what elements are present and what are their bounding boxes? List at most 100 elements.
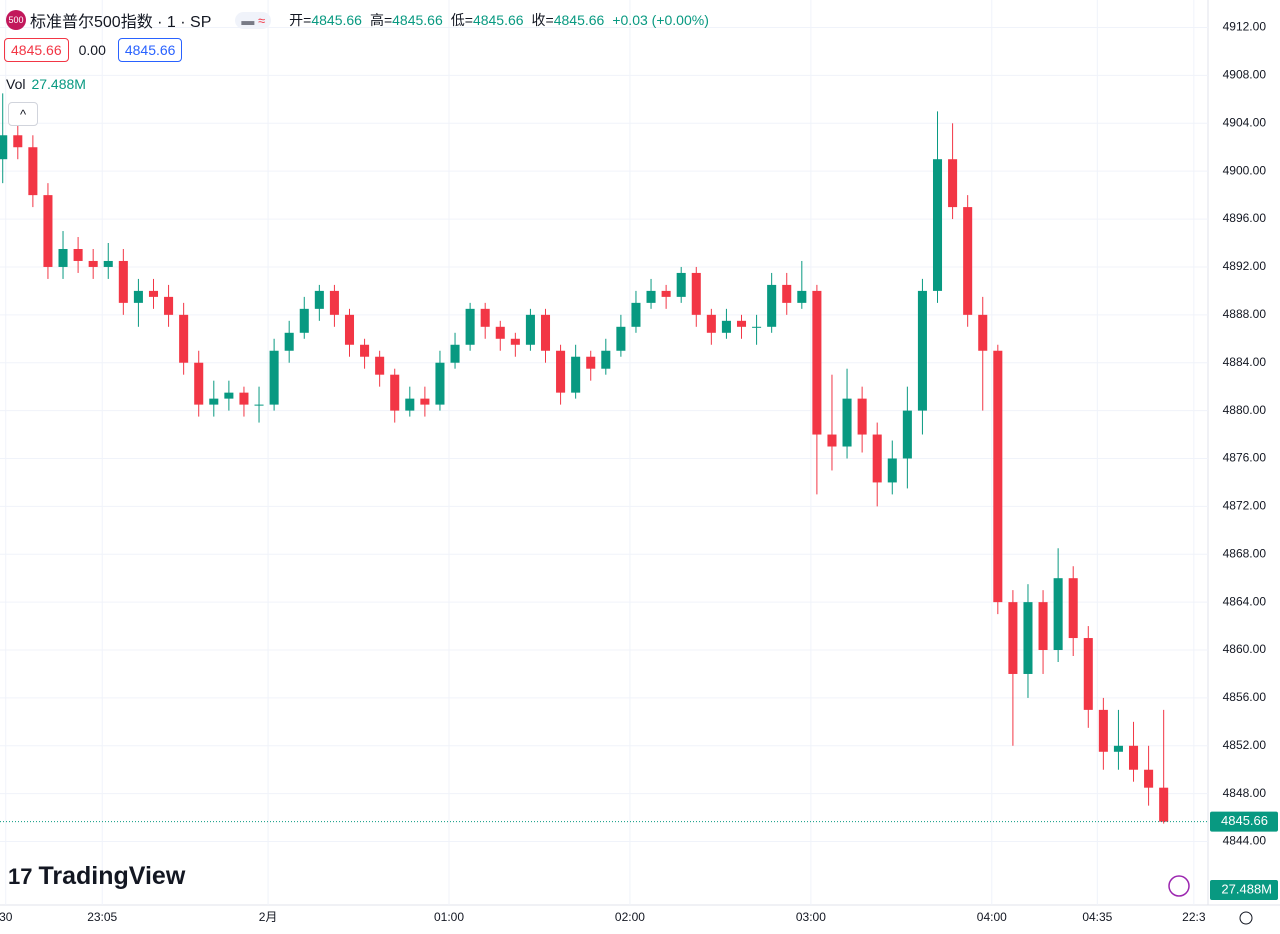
y-tick-label: 4908.00 <box>1223 68 1267 82</box>
x-tick-label: 04:35 <box>1082 910 1112 924</box>
high-label: 高= <box>369 12 393 28</box>
candle-body <box>1068 578 1078 639</box>
high-value: 4845.66 <box>392 12 443 28</box>
candle-body <box>1008 602 1018 674</box>
y-tick-label: 4872.00 <box>1223 499 1267 513</box>
candle-body <box>420 398 430 405</box>
candle-body <box>540 314 551 351</box>
volume-label: Vol <box>6 76 26 92</box>
candle-body <box>360 344 370 357</box>
candle-body <box>224 392 234 399</box>
candle-body <box>827 434 837 447</box>
candle-body <box>782 284 792 303</box>
candle-body <box>676 272 686 297</box>
collapse-button[interactable]: ^ <box>8 102 38 126</box>
y-tick-label: 4860.00 <box>1223 642 1267 656</box>
candle-body <box>480 308 490 327</box>
candle-body <box>435 362 445 405</box>
candle-body <box>43 195 53 267</box>
candle-body <box>767 284 777 327</box>
candle-body <box>314 290 324 309</box>
candle-body <box>978 314 988 351</box>
candle-body <box>465 308 475 345</box>
candle-body <box>616 326 626 351</box>
x-tick-label: 03:00 <box>796 910 826 924</box>
candle-body <box>1038 602 1048 651</box>
open-label: 开= <box>289 12 312 28</box>
x-tick-label: 01:00 <box>434 910 464 924</box>
volume-legend: Vol 27.488M <box>6 76 86 92</box>
candle-body <box>269 350 279 405</box>
candle-body <box>495 326 505 339</box>
candle-body <box>902 410 912 459</box>
close-value: 4845.66 <box>553 12 605 28</box>
candle-body <box>254 404 264 406</box>
candle-body <box>1144 769 1154 788</box>
candle-body <box>932 159 943 291</box>
candle-body <box>1023 602 1033 674</box>
candle-body <box>13 135 23 148</box>
candle-body <box>842 398 852 447</box>
symbol-icon: 500 <box>6 10 26 30</box>
candle-body <box>797 290 807 303</box>
x-tick-label: 04:00 <box>977 910 1007 924</box>
candle-body <box>963 207 973 315</box>
y-tick-label: 4880.00 <box>1223 403 1267 417</box>
x-tick-label: 30 <box>0 910 13 924</box>
y-tick-label: 4876.00 <box>1223 451 1267 465</box>
candle-body <box>118 260 128 303</box>
symbol-title[interactable]: 标准普尔500指数 · 1 · SP <box>30 14 212 31</box>
candle-body <box>586 356 596 369</box>
close-label: 收= <box>531 12 554 28</box>
candle-body <box>1128 745 1139 770</box>
candle-body <box>390 374 400 411</box>
x-tick-label: 22:3 <box>1182 910 1206 924</box>
candle-body <box>887 458 897 483</box>
candle-body <box>1113 745 1123 752</box>
change-value: +0.03 (+0.00%) <box>612 12 709 28</box>
candle-body <box>1098 709 1108 752</box>
candle-body <box>948 159 958 208</box>
candle-body <box>73 248 83 261</box>
x-tick-label: 02:00 <box>615 910 645 924</box>
brand-logo: 17 TradingView <box>8 862 186 890</box>
candle-body <box>375 356 385 375</box>
candle-body <box>556 350 566 393</box>
spread: 0.00 <box>78 42 106 58</box>
legend-toggle[interactable]: ▬ ≈ <box>235 11 272 29</box>
last-price-label: 4845.66 <box>1221 813 1268 828</box>
x-tick-label: 2月 <box>259 910 278 924</box>
candle-body <box>631 302 641 327</box>
candle-body <box>857 398 867 435</box>
candle-body <box>571 356 581 393</box>
brand-name: TradingView <box>38 862 186 890</box>
y-tick-label: 4852.00 <box>1223 738 1267 752</box>
settings-icon <box>1239 911 1253 925</box>
candle-body <box>299 308 309 333</box>
candle-body <box>103 260 113 267</box>
candle-body <box>329 290 339 315</box>
candle-body <box>917 290 927 411</box>
candle-body <box>284 332 294 351</box>
candle-body <box>0 135 8 160</box>
candle-body <box>58 248 68 267</box>
y-tick-label: 4856.00 <box>1223 690 1267 704</box>
candle-body <box>691 272 701 315</box>
volume-value: 27.488M <box>31 76 86 92</box>
volume-tag-label: 27.488M <box>1221 881 1272 896</box>
y-tick-label: 4888.00 <box>1223 307 1267 321</box>
candle-body <box>194 362 204 405</box>
alert-icon <box>1168 875 1190 897</box>
y-tick-label: 4912.00 <box>1223 20 1267 34</box>
low-value: 4845.66 <box>472 12 524 28</box>
candle-body <box>28 147 38 196</box>
y-tick-label: 4864.00 <box>1223 594 1267 608</box>
candle-body <box>646 290 656 303</box>
x-tick-label: 23:05 <box>87 910 117 924</box>
candle-body <box>133 290 143 303</box>
candle-body <box>872 434 882 483</box>
sell-button[interactable]: 4845.66 <box>4 38 69 62</box>
buy-button[interactable]: 4845.66 <box>117 38 183 62</box>
